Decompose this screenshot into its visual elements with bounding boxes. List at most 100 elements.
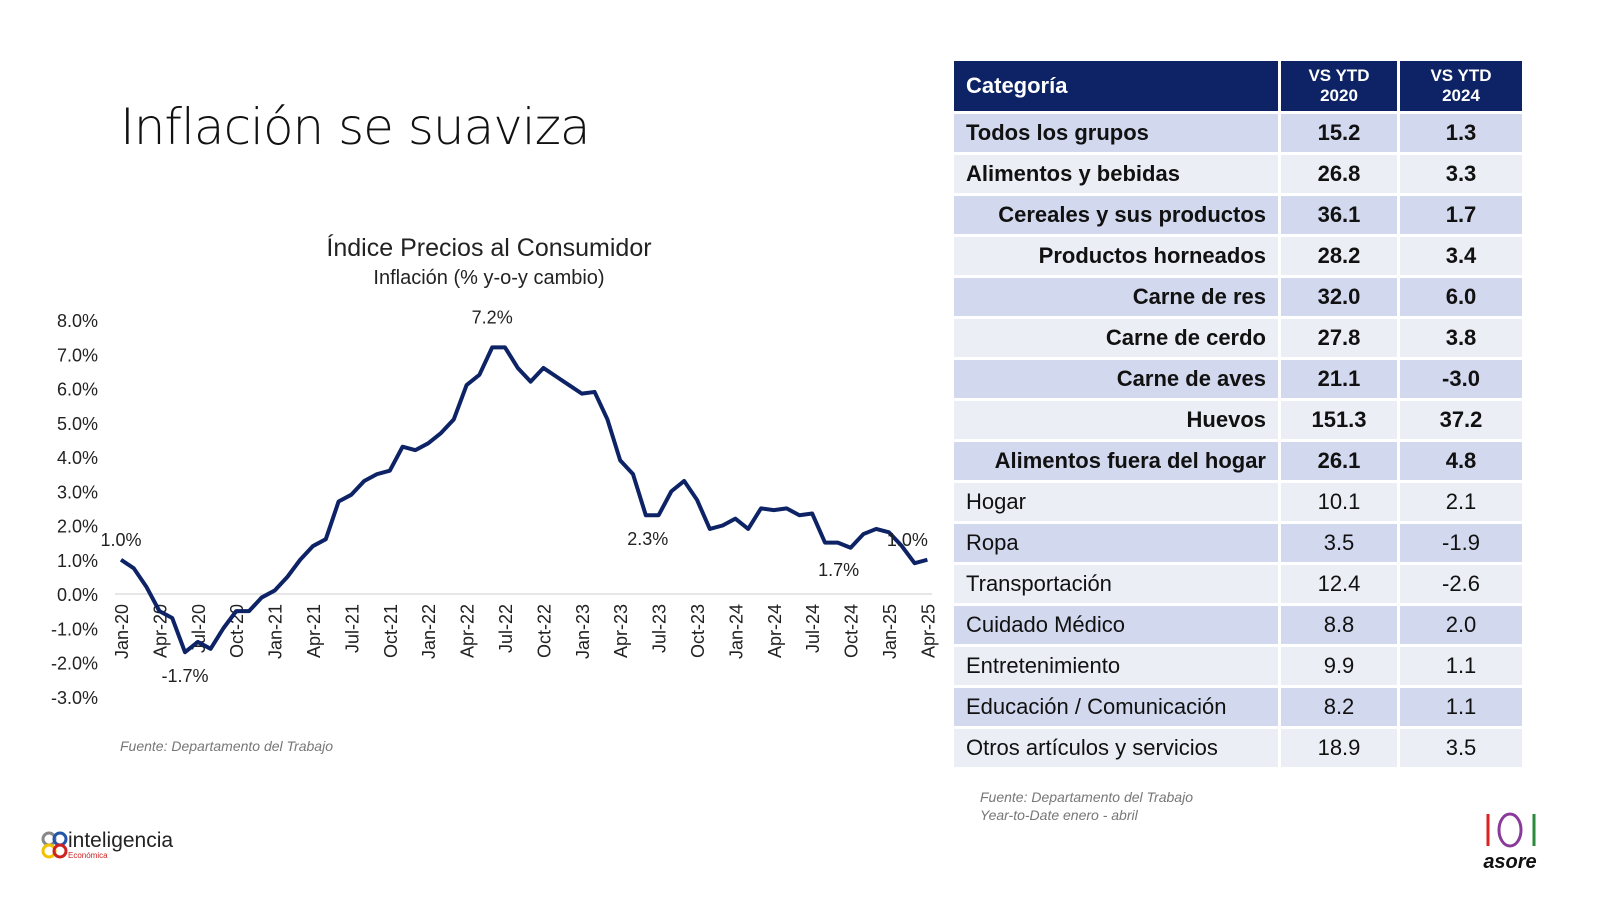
y-tick-label: -3.0% (51, 688, 98, 708)
category-cell: Carne de aves (954, 360, 1278, 398)
y-tick-label: 2.0% (57, 517, 98, 537)
x-tick-label: Jan-25 (880, 604, 900, 659)
data-label: 7.2% (472, 307, 513, 327)
ytd-2024-cell: 2.1 (1400, 483, 1522, 521)
asore-logo: asore (1480, 810, 1544, 879)
table-source-line: Fuente: Departamento del Trabajo (980, 789, 1193, 805)
ytd-2024-cell: 3.5 (1400, 729, 1522, 767)
chart-source: Fuente: Departamento del Trabajo (120, 738, 333, 754)
inteligencia-economica-logo: inteligencia Económica (40, 830, 173, 860)
x-tick-label: Jul-21 (342, 604, 362, 653)
category-cell: Hogar (954, 483, 1278, 521)
category-cell: Cuidado Médico (954, 606, 1278, 644)
x-tick-label: Jul-23 (650, 604, 670, 653)
chart-subtitle: Inflación (% y-o-y cambio) (373, 267, 604, 289)
ytd-2020-cell: 32.0 (1281, 278, 1397, 316)
data-label: 1.0% (100, 530, 141, 550)
ytd-2024-cell: 4.8 (1400, 442, 1522, 480)
x-tick-label: Oct-22 (534, 604, 554, 658)
y-tick-label: 6.0% (57, 380, 98, 400)
x-tick-label: Apr-24 (765, 604, 785, 658)
ytd-2024-cell: -1.9 (1400, 524, 1522, 562)
category-cell: Cereales y sus productos (954, 196, 1278, 234)
inflation-chart: Índice Precios al Consumidor Inflación (… (51, 233, 938, 708)
table-row: Productos horneados 28.2 3.4 (954, 237, 1522, 275)
y-tick-label: 5.0% (57, 414, 98, 434)
ytd-2020-cell: 12.4 (1281, 565, 1397, 603)
logo-circles-icon (41, 831, 68, 859)
y-tick-label: 7.0% (57, 345, 98, 365)
x-tick-label: Apr-21 (304, 604, 324, 658)
ytd-2020-cell: 151.3 (1281, 401, 1397, 439)
table-row: Hogar 10.1 2.1 (954, 483, 1522, 521)
x-tick-label: Jul-22 (496, 604, 516, 653)
x-tick-label: Jan-20 (112, 604, 132, 659)
ytd-2024-cell: 1.1 (1400, 688, 1522, 726)
x-tick-label: Jan-22 (419, 604, 439, 659)
table-row: Otros artículos y servicios 18.9 3.5 (954, 729, 1522, 767)
ytd-2020-cell: 9.9 (1281, 647, 1397, 685)
y-tick-label: -2.0% (51, 654, 98, 674)
x-tick-label: Jan-24 (726, 604, 746, 659)
inflation-line (119, 345, 928, 655)
table-row: Cereales y sus productos 36.1 1.7 (954, 196, 1522, 234)
ytd-2024-cell: -3.0 (1400, 360, 1522, 398)
ytd-2020-cell: 21.1 (1281, 360, 1397, 398)
category-cell: Carne de cerdo (954, 319, 1278, 357)
y-tick-label: 3.0% (57, 482, 98, 502)
ytd-2024-cell: 2.0 (1400, 606, 1522, 644)
ytd-2024-cell: 1.3 (1400, 114, 1522, 152)
ytd-2020-cell: 10.1 (1281, 483, 1397, 521)
table-row: Alimentos fuera del hogar 26.1 4.8 (954, 442, 1522, 480)
ytd-2024-cell: 1.7 (1400, 196, 1522, 234)
category-cell: Entretenimiento (954, 647, 1278, 685)
table-row: Todos los grupos 15.2 1.3 (954, 114, 1522, 152)
x-tick-label: Oct-23 (688, 604, 708, 658)
header-categoria: Categoría (954, 61, 1278, 111)
ytd-2020-cell: 27.8 (1281, 319, 1397, 357)
ytd-2020-cell: 18.9 (1281, 729, 1397, 767)
data-label: 1.7% (818, 560, 859, 580)
table-row: Ropa 3.5 -1.9 (954, 524, 1522, 562)
ytd-2020-cell: 26.1 (1281, 442, 1397, 480)
svg-text:asore: asore (1483, 851, 1536, 873)
table-source-line: Year-to-Date enero - abril (980, 807, 1138, 823)
y-tick-label: 4.0% (57, 448, 98, 468)
x-tick-label: Jul-20 (189, 604, 209, 653)
table-source: Fuente: Departamento del Trabajo Year-to… (980, 788, 1193, 824)
x-tick-label: Oct-21 (381, 604, 401, 658)
category-cell: Productos horneados (954, 237, 1278, 275)
x-tick-label: Jan-23 (573, 604, 593, 659)
x-tick-label: Apr-22 (458, 604, 478, 658)
x-tick-label: Jan-21 (266, 604, 286, 659)
category-cell: Ropa (954, 524, 1278, 562)
category-cell: Otros artículos y servicios (954, 729, 1278, 767)
table-row: Entretenimiento 9.9 1.1 (954, 647, 1522, 685)
ytd-2020-cell: 15.2 (1281, 114, 1397, 152)
x-tick-label: Apr-25 (918, 604, 938, 658)
category-cell: Educación / Comunicación (954, 688, 1278, 726)
ytd-2024-cell: 6.0 (1400, 278, 1522, 316)
x-tick-label: Jul-24 (803, 604, 823, 653)
table-row: Carne de res 32.0 6.0 (954, 278, 1522, 316)
ytd-2024-cell: 3.3 (1400, 155, 1522, 193)
data-label: 2.3% (627, 529, 668, 549)
y-tick-label: 0.0% (57, 585, 98, 605)
y-tick-label: -1.0% (51, 619, 98, 639)
chart-title: Índice Precios al Consumidor (326, 233, 651, 262)
table-row: Cuidado Médico 8.8 2.0 (954, 606, 1522, 644)
category-cell: Transportación (954, 565, 1278, 603)
category-cell: Alimentos y bebidas (954, 155, 1278, 193)
category-cell: Carne de res (954, 278, 1278, 316)
page-title: Inflación se suaviza (120, 98, 591, 156)
ytd-2024-cell: 1.1 (1400, 647, 1522, 685)
category-cell: Todos los grupos (954, 114, 1278, 152)
category-cell: Alimentos fuera del hogar (954, 442, 1278, 480)
category-cell: Huevos (954, 401, 1278, 439)
ytd-2020-cell: 3.5 (1281, 524, 1397, 562)
y-tick-label: 1.0% (57, 551, 98, 571)
header-ytd-2024: VS YTD 2024 (1400, 61, 1522, 111)
table-row: Transportación 12.4 -2.6 (954, 565, 1522, 603)
ytd-2020-cell: 36.1 (1281, 196, 1397, 234)
data-label: 1.0% (887, 530, 928, 550)
